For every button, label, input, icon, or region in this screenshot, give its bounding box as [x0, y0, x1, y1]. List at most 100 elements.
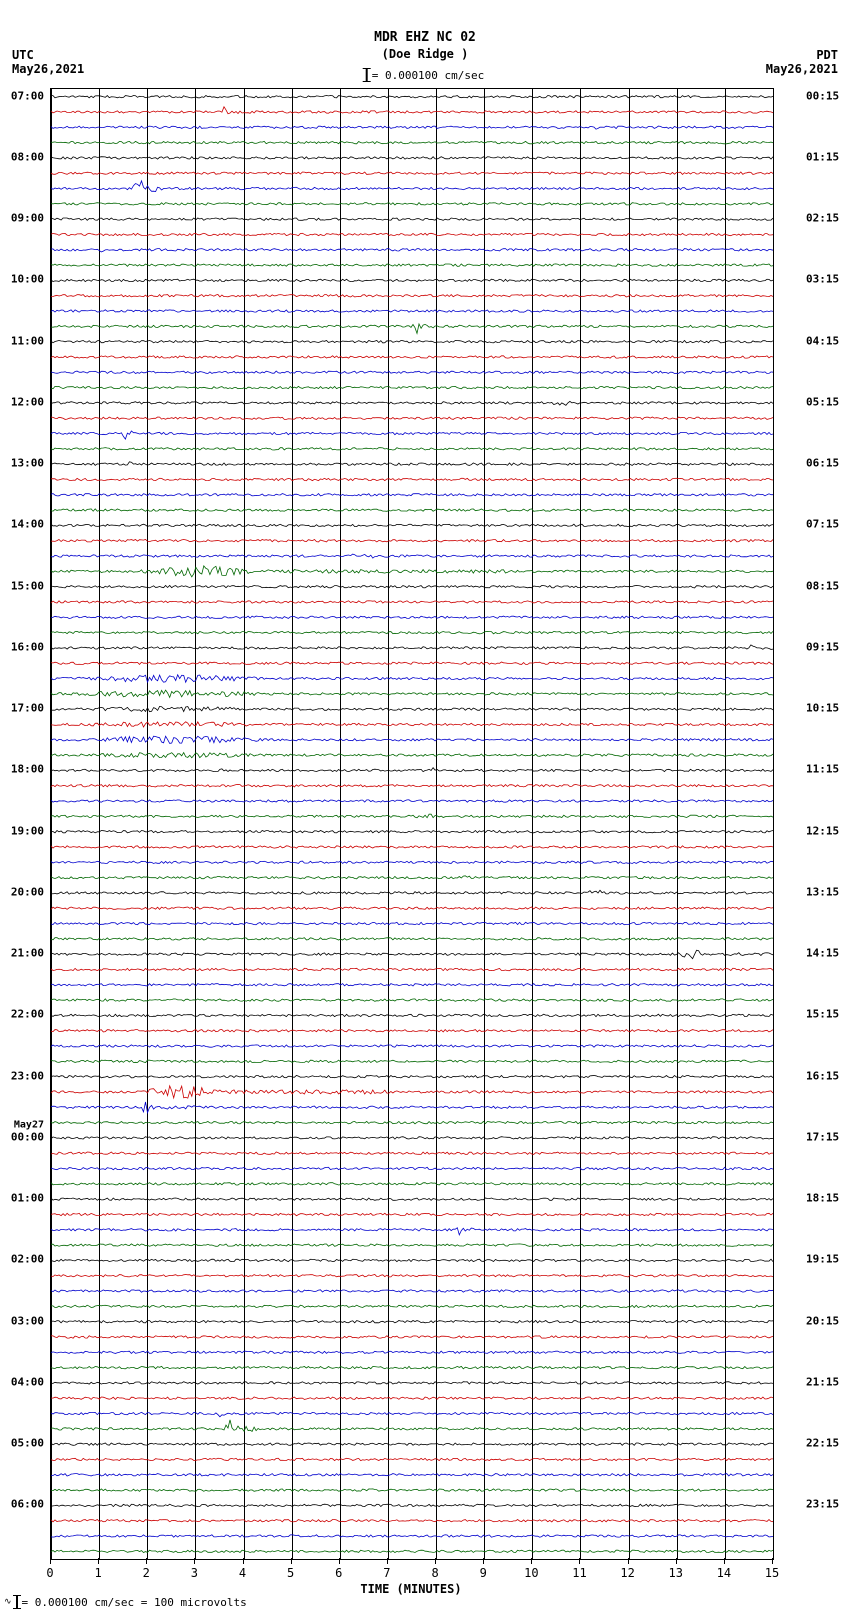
- pdt-hour-label: 04:15: [806, 334, 839, 347]
- seismic-trace: [51, 831, 773, 833]
- seismic-trace: [51, 107, 773, 114]
- date-marker: May27: [14, 1119, 44, 1130]
- seismic-trace: [51, 431, 773, 439]
- x-tick-label: 11: [572, 1566, 586, 1580]
- scale-text: = 0.000100 cm/sec: [372, 69, 485, 82]
- utc-time-labels: 07:0008:0009:0010:0011:0012:0013:0014:00…: [0, 88, 48, 1558]
- seismic-trace: [51, 1420, 773, 1432]
- seismic-trace: [51, 814, 773, 818]
- utc-hour-label: 07:00: [11, 89, 44, 102]
- x-tick-label: 15: [765, 1566, 779, 1580]
- right-date: May26,2021: [766, 62, 838, 76]
- pdt-hour-label: 12:15: [806, 824, 839, 837]
- seismic-trace: [51, 1137, 773, 1139]
- utc-hour-label: 19:00: [11, 824, 44, 837]
- seismic-trace: [51, 1014, 773, 1016]
- utc-hour-label: 09:00: [11, 212, 44, 225]
- utc-hour-label: 00:00: [11, 1130, 44, 1143]
- pdt-hour-label: 17:15: [806, 1130, 839, 1143]
- seismic-trace: [51, 1336, 773, 1338]
- utc-hour-label: 10:00: [11, 273, 44, 286]
- seismic-trace: [51, 1086, 773, 1098]
- pdt-hour-label: 07:15: [806, 518, 839, 531]
- seismogram-plot: [50, 88, 774, 1560]
- utc-hour-label: 02:00: [11, 1253, 44, 1266]
- seismic-trace: [51, 295, 773, 297]
- utc-hour-label: 15:00: [11, 579, 44, 592]
- seismic-trace: [51, 586, 773, 588]
- seismic-trace: [51, 1275, 773, 1277]
- seismic-trace: [51, 1076, 773, 1078]
- x-tick-label: 14: [717, 1566, 731, 1580]
- seismic-trace: [51, 768, 773, 772]
- seismic-trace: [51, 1443, 773, 1445]
- pdt-hour-label: 15:15: [806, 1008, 839, 1021]
- seismic-trace: [51, 1520, 773, 1522]
- seismic-trace: [51, 1351, 773, 1353]
- seismic-trace: [51, 690, 773, 697]
- utc-hour-label: 05:00: [11, 1437, 44, 1450]
- seismic-trace: [51, 876, 773, 879]
- pdt-hour-label: 06:15: [806, 457, 839, 470]
- seismic-trace: [51, 1228, 773, 1235]
- seismic-trace: [51, 1397, 773, 1399]
- utc-hour-label: 01:00: [11, 1192, 44, 1205]
- pdt-hour-label: 02:15: [806, 212, 839, 225]
- utc-hour-label: 04:00: [11, 1375, 44, 1388]
- pdt-hour-label: 11:15: [806, 763, 839, 776]
- utc-hour-label: 22:00: [11, 1008, 44, 1021]
- seismic-trace: [51, 1489, 773, 1491]
- seismic-trace: [51, 999, 773, 1001]
- utc-hour-label: 06:00: [11, 1498, 44, 1511]
- pdt-hour-label: 13:15: [806, 885, 839, 898]
- pdt-hour-label: 21:15: [806, 1375, 839, 1388]
- seismic-trace: [51, 846, 773, 848]
- seismic-trace: [51, 324, 773, 333]
- seismic-trace: [51, 616, 773, 618]
- seismic-trace: [51, 172, 773, 174]
- seismic-trace: [51, 1366, 773, 1368]
- seismic-trace: [51, 1213, 773, 1215]
- seismic-trace: [51, 1167, 773, 1169]
- seismic-trace: [51, 950, 773, 959]
- pdt-hour-label: 09:15: [806, 640, 839, 653]
- seismic-trace: [51, 448, 773, 450]
- pdt-hour-label: 10:15: [806, 702, 839, 715]
- footer-text: = 0.000100 cm/sec = 100 microvolts: [22, 1596, 247, 1609]
- utc-hour-label: 23:00: [11, 1069, 44, 1082]
- seismic-trace: [51, 96, 773, 98]
- pdt-hour-label: 22:15: [806, 1437, 839, 1450]
- pdt-hour-label: 19:15: [806, 1253, 839, 1266]
- utc-hour-label: 13:00: [11, 457, 44, 470]
- seismic-trace: [51, 126, 773, 129]
- seismic-trace: [51, 662, 773, 664]
- utc-hour-label: 16:00: [11, 640, 44, 653]
- seismic-trace: [51, 218, 773, 220]
- seismic-trace: [51, 1030, 773, 1032]
- seismic-trace: [51, 1183, 773, 1185]
- seismic-trace: [51, 890, 773, 894]
- x-tick-label: 5: [287, 1566, 294, 1580]
- seismic-trace: [51, 1474, 773, 1476]
- left-timezone: UTC: [12, 48, 84, 62]
- plot-header: MDR EHZ NC 02 (Doe Ridge ): [0, 30, 850, 62]
- seismic-trace: [51, 706, 773, 711]
- utc-hour-label: 17:00: [11, 702, 44, 715]
- x-tick-label: 12: [620, 1566, 634, 1580]
- x-axis-title: TIME (MINUTES): [360, 1582, 461, 1596]
- utc-hour-label: 14:00: [11, 518, 44, 531]
- seismic-trace: [51, 401, 773, 405]
- seismic-trace: [51, 938, 773, 940]
- utc-hour-label: 20:00: [11, 885, 44, 898]
- seismic-trace: [51, 800, 773, 802]
- right-timezone: PDT: [766, 48, 838, 62]
- pdt-hour-label: 16:15: [806, 1069, 839, 1082]
- amplitude-scale: = 0.000100 cm/sec: [366, 68, 485, 82]
- seismic-trace: [51, 1121, 773, 1123]
- x-tick-label: 7: [383, 1566, 390, 1580]
- top-right-tz: PDT May26,2021: [766, 48, 838, 77]
- pdt-hour-label: 18:15: [806, 1192, 839, 1205]
- footer-scale-bar-icon: [16, 1595, 18, 1609]
- seismic-trace: [51, 540, 773, 542]
- seismic-trace: [51, 566, 773, 577]
